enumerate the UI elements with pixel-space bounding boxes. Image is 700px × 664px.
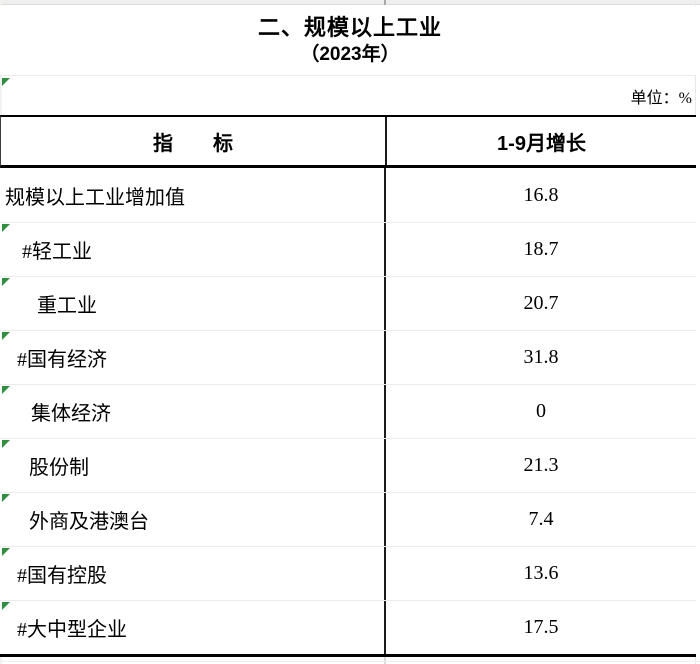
- value-cell[interactable]: 0: [384, 385, 696, 438]
- indicator-label: #国有控股: [17, 565, 107, 587]
- column-gridline-stub: [384, 657, 386, 664]
- title-block: 二、规模以上工业 （2023年）: [0, 6, 700, 75]
- indicator-label: #大中型企业: [17, 619, 127, 641]
- statistics-table: 指 标 1-9月增长 规模以上工业增加值 16.8 #轻工业 18.7: [0, 115, 696, 657]
- indicator-cell[interactable]: 外商及港澳台: [0, 493, 384, 546]
- indicator-label: #国有经济: [17, 349, 107, 371]
- table-row: #国有经济 31.8: [0, 330, 696, 384]
- value-cell[interactable]: 7.4: [384, 493, 696, 546]
- bottom-gridline: [0, 661, 700, 662]
- indicator-label: 规模以上工业增加值: [5, 186, 185, 209]
- indicator-cell[interactable]: #国有控股: [0, 547, 384, 600]
- value-cell[interactable]: 31.8: [384, 331, 696, 384]
- indicator-cell[interactable]: 集体经济: [0, 385, 384, 438]
- page-subtitle: （2023年）: [300, 44, 400, 65]
- indicator-cell[interactable]: #轻工业: [0, 223, 384, 276]
- cell-flag-icon: [2, 78, 10, 86]
- indicator-cell[interactable]: 规模以上工业增加值: [0, 168, 384, 222]
- column-header-indicator[interactable]: 指 标: [153, 132, 233, 155]
- cell-flag-icon: [2, 332, 10, 340]
- unit-label: 单位：%: [630, 89, 692, 107]
- table-body: 规模以上工业增加值 16.8 #轻工业 18.7 重工业 20.7: [0, 168, 696, 657]
- top-gridline-strip: [0, 0, 700, 5]
- indicator-label: 集体经济: [31, 403, 111, 425]
- table-row: 外商及港澳台 7.4: [0, 492, 696, 546]
- table-row: 集体经济 0: [0, 384, 696, 438]
- units-row: 单位：%: [0, 75, 696, 115]
- value-cell[interactable]: 21.3: [384, 439, 696, 492]
- indicator-label: 外商及港澳台: [29, 511, 149, 533]
- indicator-label: #轻工业: [22, 241, 92, 263]
- column-gridline: [384, 0, 386, 5]
- table-row: #轻工业 18.7: [0, 222, 696, 276]
- indicator-cell[interactable]: #国有经济: [0, 331, 384, 384]
- indicator-label: 股份制: [29, 457, 89, 479]
- cell-flag-icon: [2, 386, 10, 394]
- value-cell[interactable]: 17.5: [384, 601, 696, 654]
- cell-flag-icon: [2, 494, 10, 502]
- table-row: 股份制 21.3: [0, 438, 696, 492]
- value-cell[interactable]: 18.7: [384, 223, 696, 276]
- indicator-cell[interactable]: 重工业: [0, 277, 384, 330]
- table-row: 重工业 20.7: [0, 276, 696, 330]
- indicator-label: 重工业: [37, 295, 97, 317]
- table-row: 规模以上工业增加值 16.8: [0, 168, 696, 222]
- cell-flag-icon: [2, 602, 10, 610]
- cell-flag-icon: [2, 440, 10, 448]
- table-row: #国有控股 13.6: [0, 546, 696, 600]
- value-cell[interactable]: 20.7: [384, 277, 696, 330]
- cell-flag-icon: [2, 278, 10, 286]
- column-header-growth[interactable]: 1-9月增长: [385, 117, 696, 165]
- cell-flag-icon: [2, 224, 10, 232]
- value-cell[interactable]: 13.6: [384, 547, 696, 600]
- value-cell[interactable]: 16.8: [384, 168, 696, 222]
- cell-flag-icon: [2, 548, 10, 556]
- table-header-row: 指 标 1-9月增长: [0, 115, 696, 168]
- table-row: #大中型企业 17.5: [0, 600, 696, 654]
- indicator-cell[interactable]: 股份制: [0, 439, 384, 492]
- page-title: 二、规模以上工业: [257, 15, 442, 40]
- indicator-cell[interactable]: #大中型企业: [0, 601, 384, 654]
